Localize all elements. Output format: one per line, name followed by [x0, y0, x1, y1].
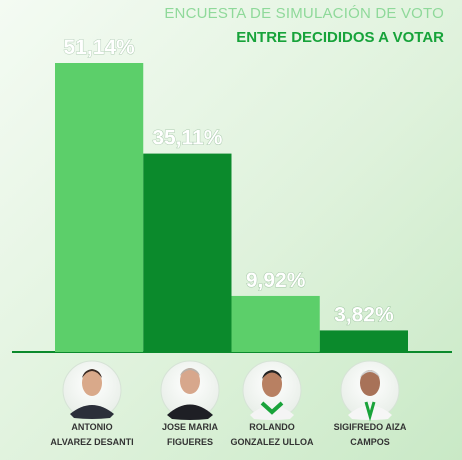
photo	[160, 360, 220, 420]
bar	[55, 63, 144, 352]
photo	[62, 360, 122, 420]
value-label: 35,11%	[152, 127, 222, 150]
bar	[231, 295, 320, 352]
candidate-photos	[62, 360, 400, 422]
photo	[340, 360, 400, 422]
candidate-name: SIGIFREDO AIZA CAMPOS	[333, 422, 407, 447]
value-label: 51,14%	[64, 36, 136, 59]
chart-subtitle: ENTRE DECIDIDOS A VOTAR	[236, 29, 444, 46]
candidate-name: JOSE MARIA FIGUERES	[161, 422, 218, 447]
photo	[242, 360, 302, 420]
value-label: 3,82%	[334, 303, 394, 326]
bar	[319, 330, 408, 352]
value-label: 9,92%	[246, 269, 306, 292]
candidate-name: ANTONIO ALVAREZ DESANTI	[50, 422, 134, 447]
bar	[143, 153, 232, 352]
chart-title: ENCUESTA DE SIMULACIÓN DE VOTO	[164, 5, 444, 22]
candidate-name: ROLANDO GONZALEZ ULLOA	[230, 422, 314, 447]
